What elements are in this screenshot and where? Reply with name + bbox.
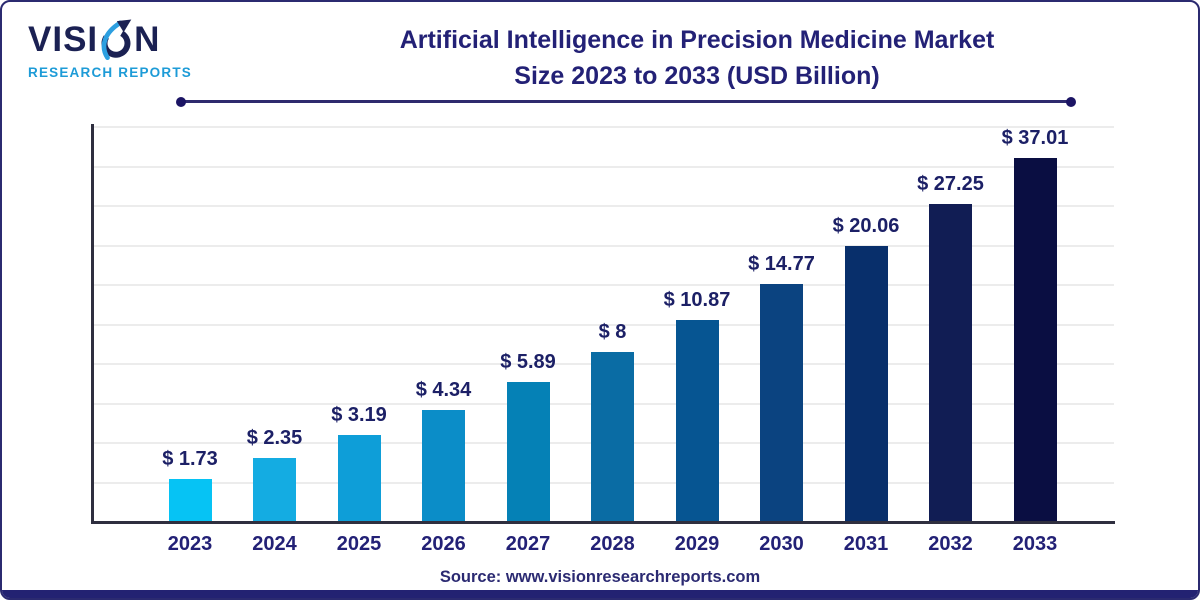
x-label-2026: 2026 xyxy=(421,533,466,555)
bar-2026 xyxy=(422,409,465,521)
x-label-2031: 2031 xyxy=(843,533,889,555)
brand-logo: VISI N RESEARCH REPORTS xyxy=(28,18,198,80)
x-label-2032: 2032 xyxy=(928,533,973,555)
brand-wordmark: VISI N xyxy=(28,18,198,60)
logo-text-n: N xyxy=(134,19,161,59)
divider-right-dot-icon xyxy=(1066,96,1076,107)
bottom-accent-bar xyxy=(2,590,1198,598)
value-label-2031: $ 20.06 xyxy=(832,214,900,237)
bar-2032 xyxy=(929,203,972,521)
value-label-2027: $ 5.89 xyxy=(500,351,556,374)
gridline xyxy=(93,126,1114,128)
value-label-2030: $ 14.77 xyxy=(748,253,815,276)
value-label-2029: $ 10.87 xyxy=(663,288,731,311)
x-label-2028: 2028 xyxy=(590,533,635,555)
bar-2033 xyxy=(1013,157,1057,521)
gridline xyxy=(93,244,1114,247)
y-axis-line xyxy=(91,124,94,524)
x-label-2025: 2025 xyxy=(336,533,382,555)
x-label-2027: 2027 xyxy=(505,533,551,555)
gridline xyxy=(93,284,1114,287)
bar-2027 xyxy=(506,382,550,521)
value-label-2023: $ 1.73 xyxy=(162,448,218,471)
bar-2024 xyxy=(253,457,296,521)
value-label-2032: $ 27.25 xyxy=(917,172,984,195)
x-label-2030: 2030 xyxy=(759,533,804,555)
gridline xyxy=(93,323,1114,326)
x-label-2033: 2033 xyxy=(1012,533,1058,555)
value-label-2025: $ 3.19 xyxy=(331,403,387,426)
logo-text-visi: VISI xyxy=(28,19,99,59)
page-title: Artificial Intelligence in Precision Med… xyxy=(202,22,1192,94)
value-label-2026: $ 4.34 xyxy=(415,378,472,401)
bar-2028 xyxy=(591,352,634,521)
value-label-2028: $ 8 xyxy=(598,321,627,344)
bar-2031 xyxy=(844,245,888,521)
x-axis-line xyxy=(91,521,1115,524)
value-label-2024: $ 2.35 xyxy=(246,426,303,449)
brand-tagline: RESEARCH REPORTS xyxy=(28,65,192,80)
x-label-2024: 2024 xyxy=(252,533,297,555)
bar-2023 xyxy=(168,479,212,521)
source-text: Source: www.visionresearchreports.com xyxy=(439,568,761,586)
title-divider xyxy=(176,96,1076,107)
bar-2029 xyxy=(675,319,719,521)
x-label-2029: 2029 xyxy=(674,533,720,555)
title-line-1: Artificial Intelligence in Precision Med… xyxy=(399,26,995,54)
bar-2030 xyxy=(760,284,803,521)
x-label-2023: 2023 xyxy=(167,533,213,555)
value-label-2033: $ 37.01 xyxy=(1001,126,1069,149)
title-line-2: Size 2023 to 2033 (USD Billion) xyxy=(514,62,880,90)
gridline xyxy=(93,165,1114,168)
divider-left-dot-icon xyxy=(176,96,186,107)
bar-2025 xyxy=(337,434,381,521)
gridline xyxy=(93,205,1114,208)
logo-droplet-icon xyxy=(101,19,132,60)
